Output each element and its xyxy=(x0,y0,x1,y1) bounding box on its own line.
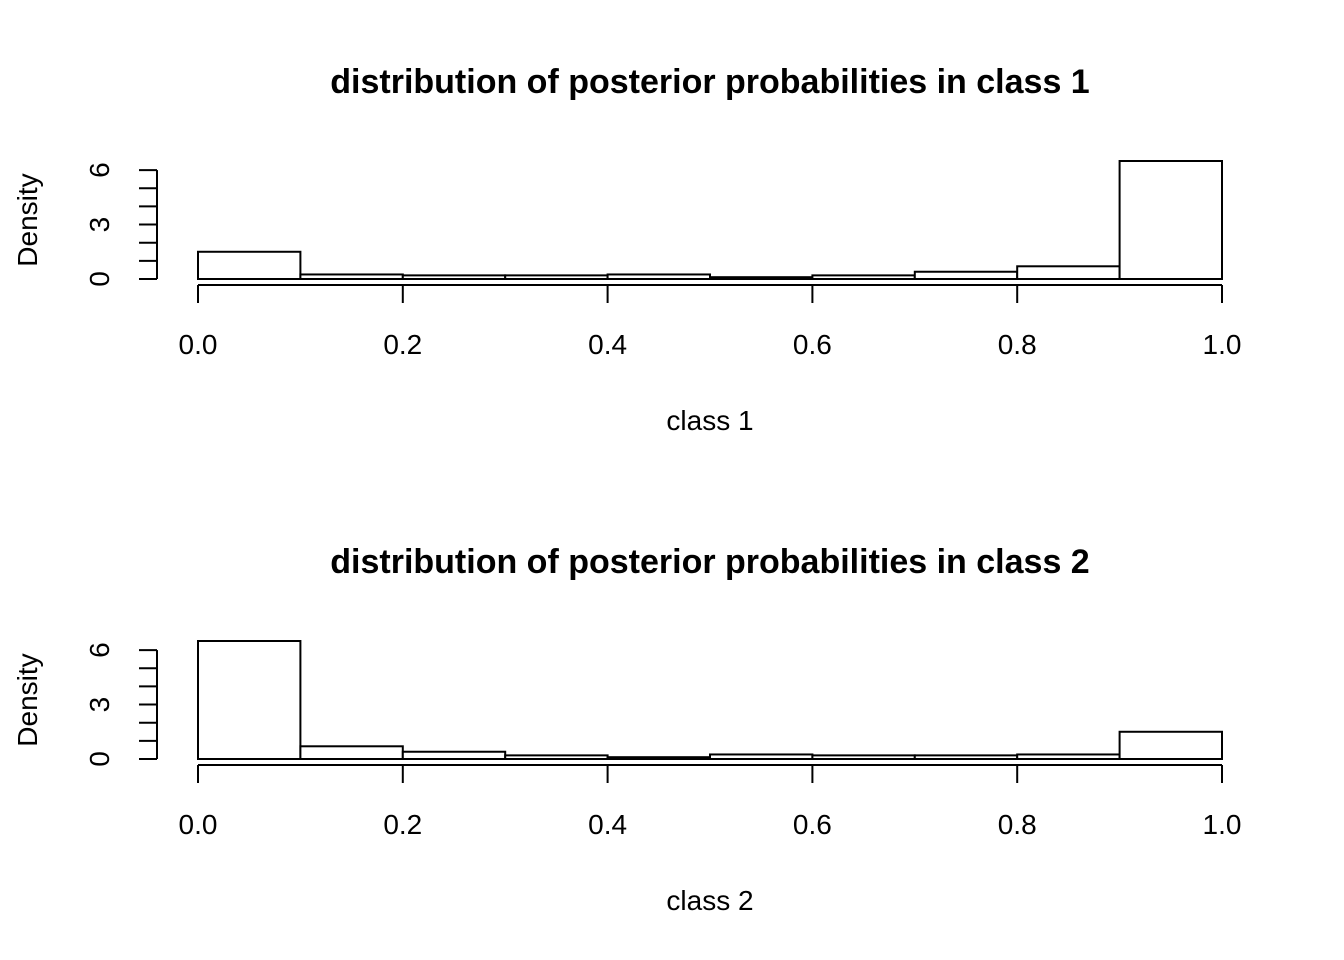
chart-2-y-axis-label: Density xyxy=(12,653,43,746)
histogram-bar xyxy=(299,745,404,760)
histogram-bar xyxy=(709,276,814,280)
chart-2-x-axis: 0.0 0.2 0.4 0.6 0.8 1.0 xyxy=(179,764,1242,840)
chart-panel-2: distribution of posterior probabilities … xyxy=(12,543,1241,916)
x-tick-label: 0.6 xyxy=(793,809,832,840)
chart-1-y-axis: 0 3 6 xyxy=(84,162,158,287)
x-tick-label: 0.4 xyxy=(588,329,627,360)
chart-1-bars xyxy=(197,160,1223,281)
x-tick-label: 0.0 xyxy=(179,329,218,360)
histogram-bar xyxy=(709,753,814,761)
histogram-bar xyxy=(1118,160,1223,280)
y-tick-label: 6 xyxy=(84,642,115,658)
y-tick-label: 3 xyxy=(84,697,115,713)
x-tick-label: 0.8 xyxy=(998,329,1037,360)
histogram-bar xyxy=(913,270,1019,281)
x-tick-label: 1.0 xyxy=(1203,809,1242,840)
histogram-bar xyxy=(606,756,711,761)
histogram-bar xyxy=(811,274,916,281)
y-tick-label: 3 xyxy=(84,217,115,233)
chart-panel-1: distribution of posterior probabilities … xyxy=(12,63,1241,436)
histogram-bar xyxy=(504,274,609,281)
chart-1-y-axis-label: Density xyxy=(12,173,43,266)
histogram-bar xyxy=(913,754,1019,760)
x-tick-label: 0.6 xyxy=(793,329,832,360)
histogram-bar xyxy=(1016,753,1121,761)
histogram-bar xyxy=(401,750,507,761)
chart-2-y-axis: 0 3 6 xyxy=(84,642,158,767)
x-tick-label: 1.0 xyxy=(1203,329,1242,360)
x-tick-label: 0.4 xyxy=(588,809,627,840)
histogram-bar xyxy=(811,754,916,760)
histogram-bar xyxy=(606,273,711,281)
histogram-bar xyxy=(197,250,302,280)
x-tick-label: 0.2 xyxy=(383,329,422,360)
chart-1-x-axis-label: class 1 xyxy=(666,405,753,436)
x-tick-label: 0.2 xyxy=(383,809,422,840)
x-tick-label: 0.0 xyxy=(179,809,218,840)
x-tick-label: 0.8 xyxy=(998,809,1037,840)
histogram-bar xyxy=(1016,265,1121,280)
histogram-bar xyxy=(299,273,404,281)
y-tick-label: 0 xyxy=(84,271,115,287)
chart-1-title: distribution of posterior probabilities … xyxy=(330,63,1089,101)
y-tick-label: 6 xyxy=(84,162,115,178)
y-tick-label: 0 xyxy=(84,751,115,767)
chart-2-bars xyxy=(197,640,1223,761)
histogram-bar xyxy=(1118,730,1223,760)
chart-1-x-axis: 0.0 0.2 0.4 0.6 0.8 1.0 xyxy=(179,284,1242,360)
chart-2-title: distribution of posterior probabilities … xyxy=(330,543,1089,581)
histogram-bar xyxy=(401,274,507,281)
histogram-bar xyxy=(504,754,609,760)
chart-2-x-axis-label: class 2 xyxy=(666,885,753,916)
histogram-bar xyxy=(197,640,302,760)
